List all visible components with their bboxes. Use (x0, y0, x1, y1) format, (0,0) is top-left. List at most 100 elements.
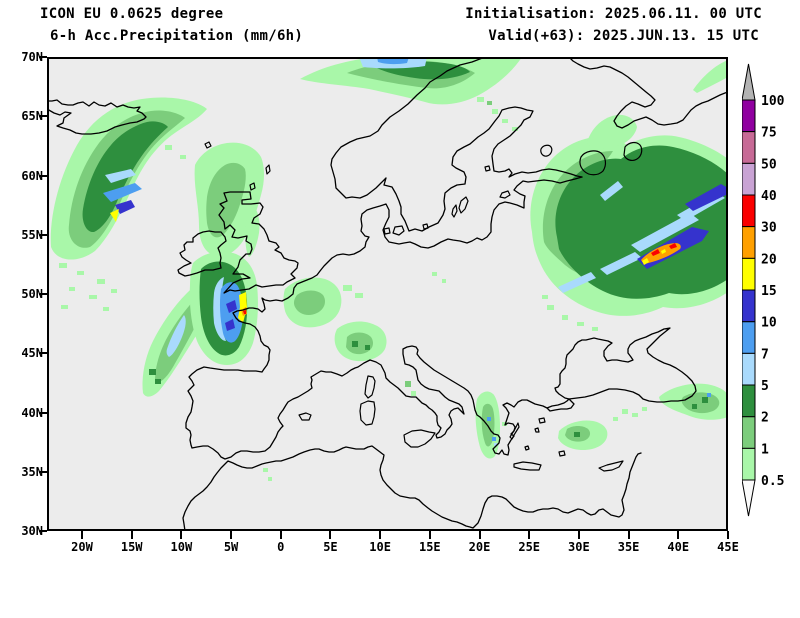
map-frame (47, 57, 728, 531)
colorbar-under-arrow (741, 479, 756, 517)
colorbar-segment (741, 384, 756, 418)
lon-tick (478, 531, 481, 539)
valid-time-label: Valid(+63): 2025.JUN.13. 15 UTC (488, 28, 759, 44)
colorbar-level-label: 15 (761, 284, 777, 299)
lon-tick-label: 10W (170, 540, 193, 554)
colorbar-segment (741, 226, 756, 259)
precip-iceland-atlantic (50, 97, 207, 311)
lon-tick-label: 0 (277, 540, 285, 554)
colorbar-level-label: 40 (761, 189, 777, 204)
colorbar-level-label: 10 (761, 316, 777, 331)
lon-tick (180, 531, 183, 539)
colorbar-level-label: 1 (761, 442, 769, 457)
model-title: ICON EU 0.0625 degree (40, 6, 224, 22)
lon-tick-label: 20W (71, 540, 93, 554)
precip-east-europe-system (530, 60, 728, 331)
lon-tick (279, 531, 282, 539)
island-rhodes (558, 450, 566, 457)
colorbar-level-label: 30 (761, 221, 777, 236)
lat-tick-label: 60N (21, 168, 43, 183)
colorbar-segment (741, 289, 756, 323)
colorbar-segment (741, 257, 756, 291)
island-zealand (392, 225, 405, 236)
colorbar-level-label: 75 (761, 126, 777, 141)
colorbar-segment (741, 194, 756, 228)
island-bornholm (422, 223, 429, 230)
lon-tick-label: 35E (617, 540, 640, 554)
coastline-ireland (177, 230, 227, 277)
colorbar-level-label: 50 (761, 157, 777, 172)
island-mallorca (298, 412, 312, 421)
coastline-blacksea (554, 327, 697, 403)
lat-tick-label: 55N (21, 227, 43, 242)
precipitation-colorbar: 100 75 50 40 30 20 15 10 7 5 2 1 0.5 (741, 60, 800, 522)
coastlines (47, 57, 728, 531)
lat-tick-label: 70N (21, 50, 43, 64)
lon-tick (528, 531, 531, 539)
lon-tick-label: 15E (418, 540, 441, 554)
lon-tick-label: 5E (323, 540, 338, 554)
precip-alps-italy (334, 321, 416, 396)
island-gotland (458, 196, 469, 214)
precip-benelux-germany (283, 272, 446, 328)
precip-morocco-specks (263, 468, 272, 481)
colorbar-segment (741, 447, 756, 481)
lon-tick (130, 531, 133, 539)
product-title: 6-h Acc.Precipitation (mm/6h) (50, 28, 304, 44)
lon-tick-label: 10E (369, 540, 391, 554)
island-chios (534, 427, 540, 433)
colorbar-level-label: 100 (761, 94, 785, 109)
lat-tick-label: 50N (21, 287, 43, 301)
island-sicily (403, 429, 436, 448)
island-corsica (364, 375, 376, 399)
lat-tick (39, 174, 47, 177)
init-time-label: Initialisation: 2025.06.11. 00 UTC (465, 6, 762, 22)
lat-tick (39, 352, 47, 355)
colorbar-segment (741, 131, 756, 164)
lat-tick (39, 115, 47, 118)
colorbar-level-label: 2 (761, 411, 769, 426)
coastline-iceland (47, 99, 147, 135)
lat-tick (39, 233, 47, 236)
lon-tick-label: 20E (468, 540, 491, 554)
colorbar-level-label: 5 (761, 379, 769, 394)
lake-onega (623, 141, 643, 161)
island-funen (383, 227, 391, 235)
island-orkney (249, 182, 256, 191)
precip-norway-top (300, 57, 522, 131)
coastline-africa-levant (182, 445, 642, 531)
lat-tick (39, 293, 47, 295)
lon-tick (81, 531, 83, 539)
lon-tick-label: 15W (120, 540, 143, 554)
lon-tick (627, 531, 630, 539)
lat-tick-label: 35N (21, 464, 43, 479)
precip-scotland (194, 142, 264, 257)
colorbar-segment (741, 321, 756, 354)
coastline-scandinavia (330, 57, 583, 232)
lon-tick-label: 40E (667, 540, 690, 554)
colorbar-level-label: 0.5 (761, 474, 784, 489)
coastline-continental (185, 176, 583, 460)
lon-tick (428, 531, 431, 539)
lat-tick-label: 45N (21, 346, 43, 361)
lake-saimaa (540, 144, 553, 157)
colorbar-over-arrow (741, 63, 756, 101)
island-oland (451, 204, 458, 218)
coastline-great-britain (218, 191, 299, 294)
lon-tick (230, 531, 233, 539)
map-area (47, 57, 728, 531)
lon-tick (677, 531, 680, 539)
island-sardinia (359, 400, 376, 426)
colorbar-segment (741, 99, 756, 133)
island-cyprus (598, 460, 624, 472)
lon-tick-label: 45E (717, 540, 739, 554)
lat-tick-label: 40N (21, 405, 43, 420)
precip-turkey-caucasus (558, 383, 728, 450)
island-saaremaa (499, 190, 511, 199)
lon-tick (577, 531, 580, 539)
island-shetland (265, 164, 271, 175)
precipitation-map (47, 57, 728, 531)
lat-tick (39, 470, 47, 473)
